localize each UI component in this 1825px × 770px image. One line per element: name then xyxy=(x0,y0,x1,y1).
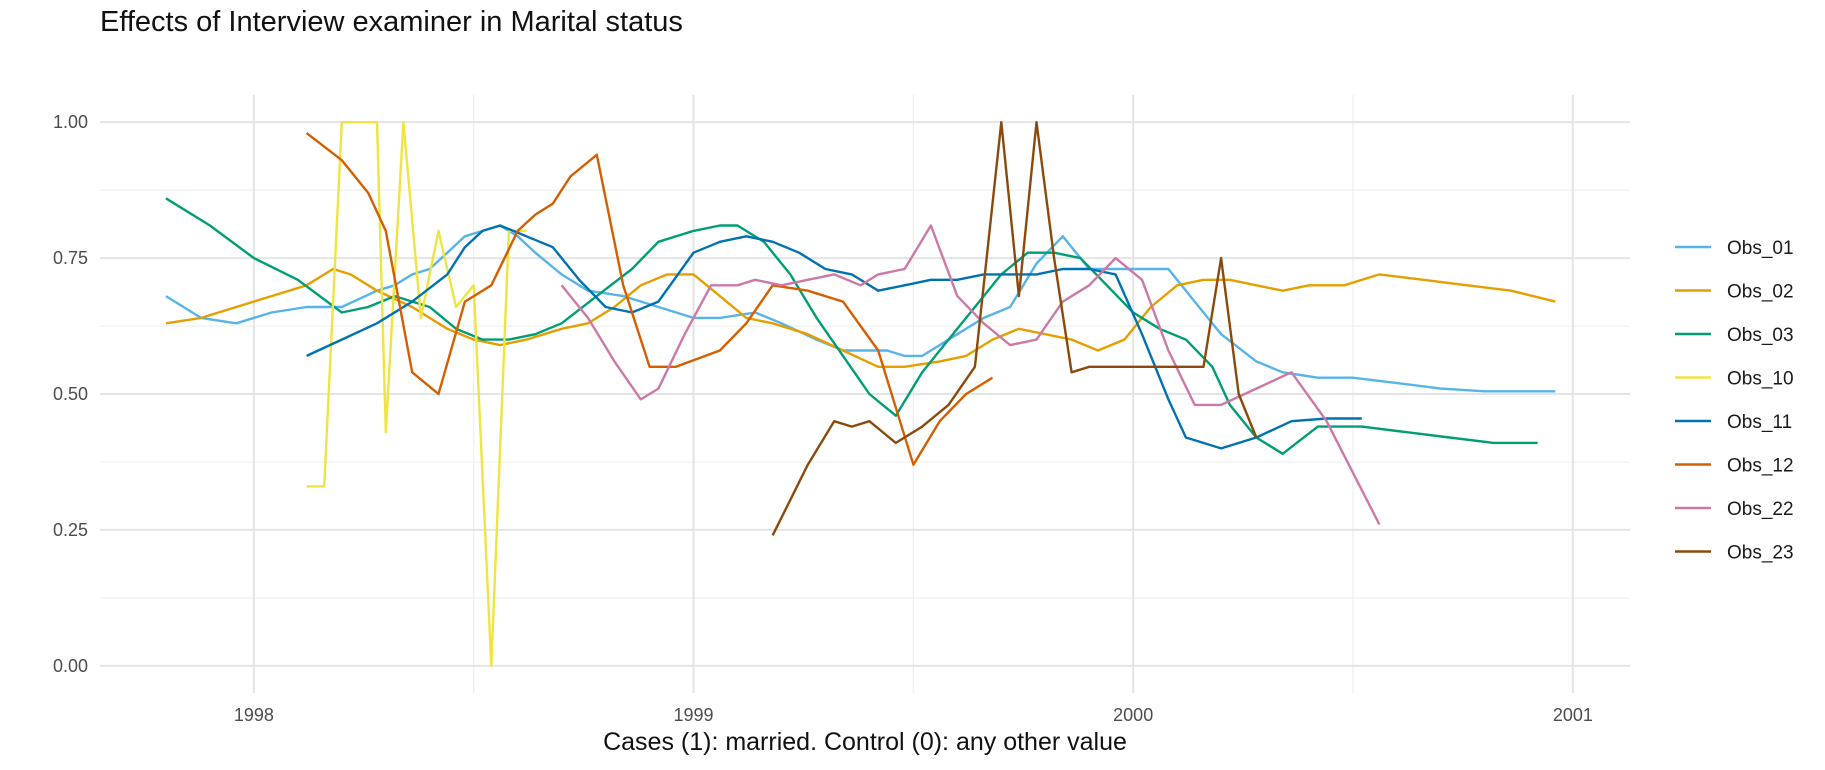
series-line-obs-12 xyxy=(305,132,994,466)
series-line-obs-02 xyxy=(165,267,1556,368)
y-tick-label: 0.75 xyxy=(53,248,88,268)
series-line-obs-11 xyxy=(306,224,1362,450)
legend-label: Obs_02 xyxy=(1727,282,1794,303)
legend-label: Obs_22 xyxy=(1727,499,1794,520)
series-lines xyxy=(165,120,1556,667)
y-tick-label: 0.00 xyxy=(53,656,88,676)
legend-label: Obs_12 xyxy=(1727,456,1794,477)
series-line-obs-01 xyxy=(165,224,1556,393)
y-tick-label: 1.00 xyxy=(53,112,88,132)
legend: Obs_01 Obs_02 Obs_03 Obs_10 Obs_11 Obs_12 Obs_… xyxy=(1675,238,1794,564)
x-tick-label: 2001 xyxy=(1553,705,1593,725)
series-line-obs-23 xyxy=(771,120,1258,536)
y-tick-label: 0.50 xyxy=(53,384,88,404)
axis-tick-labels: 1998 1999 2000 2001 0.00 0.25 0.50 0.75 1.00 xyxy=(53,112,1593,725)
series-line-obs-10 xyxy=(306,120,527,667)
legend-label: Obs_01 xyxy=(1727,238,1794,259)
legend-label: Obs_23 xyxy=(1727,543,1794,564)
legend-label: Obs_03 xyxy=(1727,325,1794,346)
legend-label: Obs_11 xyxy=(1727,412,1792,433)
chart-title: Effects of Interview examiner in Marital… xyxy=(100,6,683,38)
series-line-obs-03 xyxy=(165,197,1538,455)
x-tick-label: 1999 xyxy=(674,705,714,725)
x-tick-label: 1998 xyxy=(234,705,274,725)
x-tick-label: 2000 xyxy=(1113,705,1153,725)
series-line-obs-22 xyxy=(560,224,1381,526)
y-tick-label: 0.25 xyxy=(53,520,88,540)
x-axis-title: Cases (1): married. Control (0): any oth… xyxy=(603,728,1127,756)
legend-label: Obs_10 xyxy=(1727,369,1794,390)
